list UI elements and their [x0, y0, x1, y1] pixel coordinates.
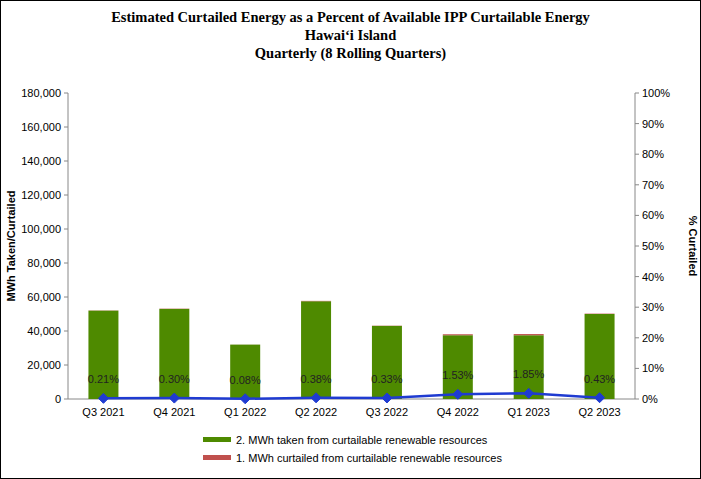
y2-tick-label: 60% [642, 209, 664, 221]
legend: 2. MWh taken from curtailable renewable … [203, 434, 502, 464]
bar [88, 311, 118, 399]
marker [382, 393, 392, 403]
legend-swatch [203, 437, 231, 442]
chart: Estimated Curtailed Energy as a Percent … [0, 0, 701, 479]
bar [372, 326, 402, 399]
x-tick-label: Q1 2023 [508, 406, 550, 418]
data-label: 0.30% [159, 373, 190, 385]
y2-tick-label: 80% [642, 148, 664, 160]
x-tick-label: Q2 2022 [295, 406, 337, 418]
data-label: 0.08% [230, 374, 261, 386]
marker [453, 389, 463, 399]
bar [585, 314, 615, 399]
y2-tick-label: 70% [642, 179, 664, 191]
marker [595, 393, 605, 403]
y2-tick [635, 307, 639, 308]
bar [230, 345, 260, 399]
y-tick-label: 140,000 [21, 155, 61, 167]
y-tick [64, 93, 68, 94]
y-tick-label: 0 [55, 393, 61, 405]
marker [240, 394, 250, 404]
y2-tick-label: 100% [642, 87, 670, 99]
marker [169, 393, 179, 403]
y-tick-label: 80,000 [27, 257, 61, 269]
y-tick-label: 20,000 [27, 359, 61, 371]
bar [230, 344, 260, 345]
legend-label: 2. MWh taken from curtailable renewable … [236, 434, 488, 446]
y2-tick [635, 215, 639, 216]
legend-label: 1. MWh curtailed from curtailable renewa… [236, 452, 502, 464]
title: Estimated Curtailed Energy as a Percent … [111, 9, 590, 25]
y-tick-label: 100,000 [21, 223, 61, 235]
data-label: 1.53% [442, 369, 473, 381]
subtitle: Quarterly (8 Rolling Quarters) [255, 45, 446, 62]
y-tick [64, 263, 68, 264]
bar [372, 325, 402, 326]
y2-tick [635, 246, 639, 247]
bar [514, 334, 544, 335]
bar [514, 335, 544, 399]
bar [301, 301, 331, 399]
data-label: 0.21% [88, 373, 119, 385]
bar [443, 335, 473, 399]
y-tick-label: 40,000 [27, 325, 61, 337]
x-tick-label: Q3 2022 [366, 406, 408, 418]
y2-tick [635, 93, 639, 94]
data-label: 0.38% [300, 373, 331, 385]
y2-tick-label: 50% [642, 240, 664, 252]
x-tick-label: Q4 2022 [437, 406, 479, 418]
plot-area [88, 301, 614, 404]
y-tick [64, 399, 68, 400]
y-tick [64, 297, 68, 298]
y-tick [64, 365, 68, 366]
marker [311, 393, 321, 403]
bar [159, 309, 189, 399]
bar [301, 300, 331, 301]
y2-tick-label: 30% [642, 301, 664, 313]
y-tick-label: 120,000 [21, 189, 61, 201]
marker [98, 393, 108, 403]
y-tick-label: 180,000 [21, 87, 61, 99]
y2-tick-label: 90% [642, 118, 664, 130]
data-label: 0.33% [371, 373, 402, 385]
bar [585, 313, 615, 314]
bar [88, 310, 118, 311]
x-tick-label: Q1 2022 [224, 406, 266, 418]
y-tick [64, 161, 68, 162]
y2-tick-label: 40% [642, 271, 664, 283]
y-tick-label: 60,000 [27, 291, 61, 303]
y-axis [68, 93, 69, 399]
y2-tick [635, 337, 639, 338]
bar [443, 334, 473, 336]
y2-tick-label: 10% [642, 362, 664, 374]
y-tick [64, 331, 68, 332]
y2-tick [635, 184, 639, 185]
data-label: 1.85% [513, 368, 544, 380]
x-tick-label: Q4 2021 [153, 406, 195, 418]
marker [524, 388, 534, 398]
y-tick [64, 195, 68, 196]
chart-frame [1, 1, 701, 479]
subtitle: Hawaiʻi Island [305, 27, 396, 43]
y2-axis-label: % Curtailed [687, 216, 699, 277]
y-axis-label: MWh Taken/Curtailed [5, 190, 17, 301]
y2-tick-label: 0% [642, 393, 658, 405]
x-tick-label: Q2 2023 [578, 406, 620, 418]
y2-tick [635, 276, 639, 277]
y2-tick [635, 368, 639, 369]
y2-tick [635, 399, 639, 400]
bar [159, 308, 189, 309]
data-label: 0.43% [584, 373, 615, 385]
legend-swatch [203, 455, 231, 460]
y2-tick-label: 20% [642, 332, 664, 344]
y2-tick [635, 154, 639, 155]
data-labels: 0.21% 0.30% 0.08% 0.38% 0.33% 1.53% 1.85% 0.43% [88, 368, 616, 385]
y-tick [64, 229, 68, 230]
y-tick-label: 160,000 [21, 121, 61, 133]
x-tick-label: Q3 2021 [82, 406, 124, 418]
y-tick [64, 127, 68, 128]
y2-tick [635, 123, 639, 124]
